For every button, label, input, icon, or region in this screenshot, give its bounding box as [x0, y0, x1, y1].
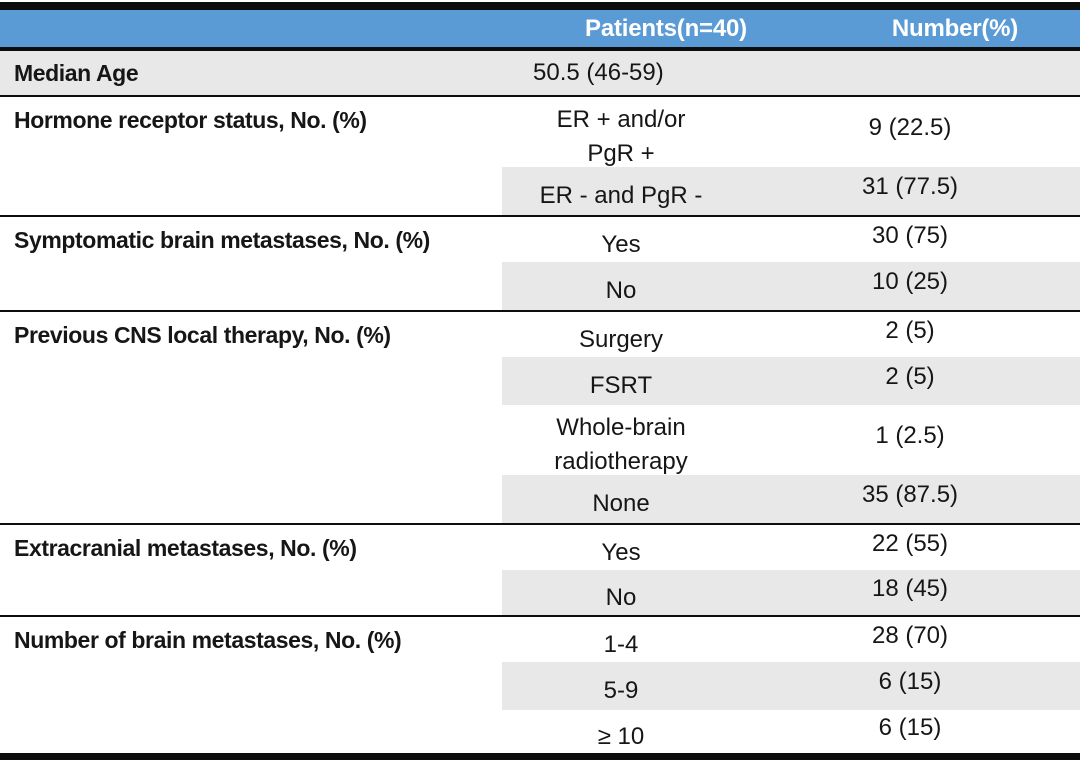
- patient-characteristics-table: Patients(n=40) Number(%) Median Age 50.5…: [0, 2, 1080, 760]
- number-cell: 10 (25): [871, 268, 949, 295]
- section-label: Extracranial metastases, No. (%): [14, 535, 357, 561]
- number-cell: 18 (45): [871, 574, 949, 602]
- table-row: Surgery 2 (5): [502, 312, 1080, 357]
- category-cell: Surgery: [578, 325, 664, 353]
- number-cell: 22 (55): [871, 529, 949, 557]
- category-cell: Whole-brain radiotherapy: [554, 414, 688, 475]
- number-cell: 1 (2.5): [875, 422, 945, 449]
- category-cell: Yes: [601, 230, 641, 258]
- number-cell: 2 (5): [885, 363, 935, 390]
- section-label: Symptomatic brain metastases, No. (%): [14, 227, 430, 253]
- number-cell: 30 (75): [871, 221, 949, 249]
- table-row: ER + and/or PgR + 9 (22.5): [502, 97, 1080, 167]
- category-cell: ER + and/or PgR +: [556, 106, 686, 167]
- table-row: No 18 (45): [502, 570, 1080, 615]
- table-row: 5-9 6 (15): [502, 662, 1080, 710]
- table-row: 1-4 28 (70): [502, 617, 1080, 662]
- section-label: Hormone receptor status, No. (%): [14, 107, 367, 133]
- median-age-value: 50.5 (46-59): [533, 59, 664, 86]
- table-row: Yes 22 (55): [502, 525, 1080, 570]
- number-cell: 6 (15): [878, 668, 942, 695]
- header-patients-column: Patients(n=40): [585, 14, 747, 42]
- table-row: Whole-brain radiotherapy 1 (2.5): [502, 405, 1080, 475]
- table-row: Yes 30 (75): [502, 217, 1080, 262]
- section-symptomatic-brain-metastases: Symptomatic brain metastases, No. (%) Ye…: [0, 217, 1080, 312]
- number-cell: 9 (22.5): [868, 114, 952, 141]
- section-subrows: Yes 30 (75) No 10 (25): [502, 217, 1080, 310]
- table-row: ER - and PgR - 31 (77.5): [502, 167, 1080, 215]
- category-cell: No: [605, 583, 637, 611]
- number-cell: 28 (70): [871, 621, 949, 649]
- median-age-label: Median Age: [14, 59, 139, 86]
- section-subrows: ER + and/or PgR + 9 (22.5) ER - and PgR …: [502, 97, 1080, 215]
- table-row: ≥ 10 6 (15): [502, 710, 1080, 753]
- category-cell: ER - and PgR -: [539, 182, 703, 210]
- category-cell: Yes: [601, 538, 641, 566]
- table-header-row: Patients(n=40) Number(%): [0, 10, 1080, 51]
- header-number-column: Number(%): [891, 14, 1019, 42]
- category-cell: None: [592, 490, 650, 518]
- number-cell: 31 (77.5): [861, 173, 959, 200]
- category-cell: FSRT: [589, 372, 653, 400]
- table-row: No 10 (25): [502, 262, 1080, 310]
- number-cell: 6 (15): [878, 713, 942, 741]
- section-subrows: Surgery 2 (5) FSRT 2 (5) Whole-brain rad…: [502, 312, 1080, 523]
- section-label: Number of brain metastases, No. (%): [14, 627, 402, 653]
- number-cell: 35 (87.5): [861, 481, 959, 508]
- section-subrows: Yes 22 (55) No 18 (45): [502, 525, 1080, 615]
- section-hormone-receptor-status: Hormone receptor status, No. (%) ER + an…: [0, 97, 1080, 217]
- category-cell: 5-9: [603, 677, 639, 705]
- row-median-age: Median Age 50.5 (46-59): [0, 51, 1080, 97]
- section-extracranial-metastases: Extracranial metastases, No. (%) Yes 22 …: [0, 525, 1080, 617]
- table-row: FSRT 2 (5): [502, 357, 1080, 405]
- category-cell: 1-4: [603, 630, 639, 658]
- section-subrows: 1-4 28 (70) 5-9 6 (15) ≥ 10 6 (15): [502, 617, 1080, 753]
- number-cell: 2 (5): [885, 316, 935, 344]
- section-previous-cns-local-therapy: Previous CNS local therapy, No. (%) Surg…: [0, 312, 1080, 525]
- category-cell: No: [605, 277, 637, 305]
- table-row: None 35 (87.5): [502, 475, 1080, 523]
- section-number-of-brain-metastases: Number of brain metastases, No. (%) 1-4 …: [0, 617, 1080, 753]
- category-cell: ≥ 10: [597, 722, 645, 750]
- section-label: Previous CNS local therapy, No. (%): [14, 322, 391, 348]
